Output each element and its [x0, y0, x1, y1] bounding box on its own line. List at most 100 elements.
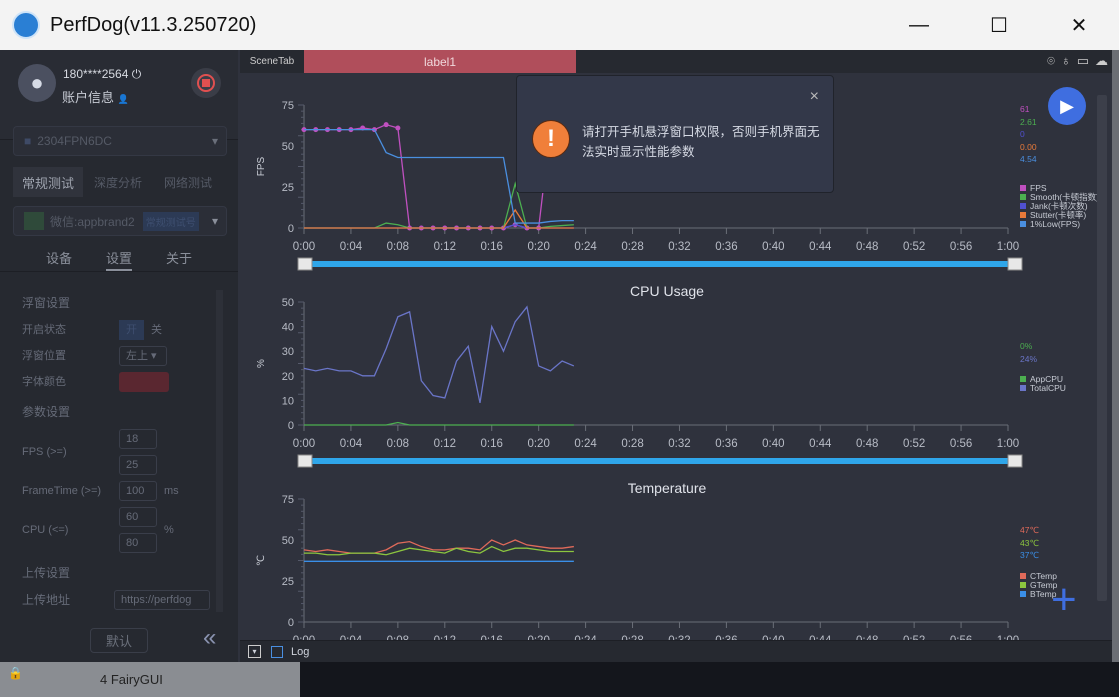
left-panel: ● 180****2564 ⏻ 账户信息 👤 ■ 2304FPN6DC ▾ 常规…	[0, 50, 238, 662]
tab-label1[interactable]: label1	[304, 50, 576, 73]
x-tick-label: 0:56	[950, 438, 972, 450]
location-icon[interactable]: ⌾	[1047, 53, 1055, 68]
permission-popup: ! 请打开手机悬浮窗口权限，否则手机界面无法实时显示性能参数 ×	[516, 75, 834, 193]
x-tick-label: 0:56	[950, 241, 972, 253]
cloud-icon[interactable]: ☁	[1095, 53, 1108, 68]
toggle-on[interactable]: 开	[119, 320, 144, 340]
slider-handle[interactable]	[1007, 257, 1023, 271]
legend-swatch	[1020, 202, 1026, 209]
device-select[interactable]: ■ 2304FPN6DC ▾	[13, 126, 227, 156]
pin-icon[interactable]: ♁	[1060, 53, 1071, 68]
y-tick-label: 75	[282, 494, 294, 506]
log-checkbox[interactable]	[271, 645, 283, 658]
minimize-button[interactable]: —	[909, 13, 929, 36]
legend-swatch	[1020, 193, 1026, 200]
legend-swatch	[1020, 385, 1026, 391]
perfdog-logo-icon	[12, 11, 40, 39]
tab-device[interactable]: 设备	[45, 251, 72, 266]
play-button[interactable]: ▶	[1048, 87, 1086, 125]
data-point	[395, 125, 401, 131]
series-line-totalcpu	[303, 305, 575, 403]
legend-item[interactable]: AppCPU	[1020, 375, 1066, 384]
x-tick-label: 0:44	[809, 635, 832, 640]
slider-handle[interactable]	[297, 257, 313, 271]
settings-scrollbar[interactable]	[216, 290, 223, 612]
position-select[interactable]: 左上 ▾	[119, 346, 167, 366]
avatar[interactable]: ●	[18, 64, 56, 102]
tab-network-test[interactable]: 网络测试	[163, 175, 212, 190]
y-tick-label: 0	[288, 420, 294, 432]
x-tick-label: 0:36	[715, 241, 737, 253]
legend-label: TotalCPU	[1030, 383, 1066, 393]
legend-item[interactable]: FPS	[1020, 183, 1099, 193]
slider-handle[interactable]	[297, 454, 313, 468]
vertical-scrollbar[interactable]	[1097, 95, 1107, 601]
current-value: 2.61	[1020, 116, 1037, 127]
float-settings-heading: 浮窗设置	[22, 296, 71, 310]
lock-icon: 🔒	[8, 666, 23, 680]
bottom-bar: ▾ Log	[240, 640, 1112, 662]
y-axis-label: ℃	[256, 555, 267, 566]
fps-threshold-input-1[interactable]: 18	[119, 429, 157, 449]
legend-swatch	[1020, 572, 1026, 579]
slider-handle[interactable]	[1007, 454, 1023, 468]
x-tick-label: 0:12	[434, 438, 456, 450]
y-tick-label: 75	[282, 100, 294, 112]
power-icon[interactable]: ⏻	[131, 67, 142, 81]
close-button[interactable]: ✕	[1070, 14, 1088, 37]
tab-regular-test[interactable]: 常规测试	[13, 167, 83, 197]
legend-item[interactable]: 1%Low(FPS)	[1020, 219, 1099, 229]
default-button[interactable]: 默认	[90, 628, 148, 653]
stop-record-button[interactable]	[191, 68, 221, 98]
popup-close-button[interactable]: ×	[809, 88, 819, 105]
legend-item[interactable]: Jank(卡顿次数)	[1020, 201, 1099, 211]
upload-settings-heading: 上传设置	[22, 566, 71, 580]
account-info-link[interactable]: 账户信息	[62, 90, 115, 105]
x-tick-label: 0:00	[293, 241, 315, 253]
legend-item[interactable]: Stutter(卡顿率)	[1020, 210, 1099, 220]
series-line-gtemp	[304, 545, 574, 556]
tab-about[interactable]: 关于	[166, 251, 193, 266]
app-select[interactable]: 微信:appbrand2 常规测试号 ▾	[13, 206, 227, 236]
legend-item[interactable]: CTemp	[1020, 570, 1057, 581]
y-tick-label: 10	[282, 395, 294, 407]
title-bar: PerfDog(v11.3.250720) — ☐ ✕	[0, 0, 1119, 50]
legend-label: CTemp	[1030, 570, 1057, 581]
maximize-button[interactable]: ☐	[990, 14, 1008, 37]
frametime-input[interactable]: 100	[119, 481, 157, 501]
y-tick-label: 25	[282, 182, 294, 194]
tab-deep-analysis[interactable]: 深度分析	[93, 175, 142, 190]
x-tick-label: 0:16	[481, 438, 503, 450]
scene-tab-label[interactable]: SceneTab	[249, 56, 295, 67]
legend-item[interactable]: Smooth(卡顿指数)	[1020, 192, 1099, 202]
x-tick-label: 0:20	[527, 438, 549, 450]
taskbar-item[interactable]: 4 FairyGUI	[100, 672, 163, 687]
x-tick-label: 0:48	[856, 241, 878, 253]
toggle-off[interactable]: 关	[151, 324, 162, 336]
font-color-swatch[interactable]	[119, 372, 169, 392]
legend-label: GTemp	[1030, 579, 1058, 590]
app-badge: 常规测试号	[142, 211, 199, 231]
upload-address-input[interactable]: https://perfdog	[114, 590, 210, 610]
x-tick-label: 0:16	[481, 635, 503, 640]
legend-item[interactable]: BTemp	[1020, 589, 1057, 599]
fps-threshold-input-2[interactable]: 25	[119, 455, 157, 475]
legend-item[interactable]: TotalCPU	[1020, 384, 1066, 393]
x-tick-label: 0:52	[903, 438, 925, 450]
chevron-down-icon: ▾	[211, 134, 218, 148]
cpu-threshold-input-2[interactable]: 80	[119, 533, 157, 553]
user-settings-icon[interactable]: 👤	[117, 94, 129, 104]
folder-icon[interactable]: ▭	[1076, 53, 1089, 68]
add-chart-button[interactable]: +	[1051, 575, 1077, 624]
expand-log-button[interactable]: ▾	[248, 645, 261, 658]
tab-settings[interactable]: 设置	[105, 248, 132, 271]
y-axis-label: %	[256, 359, 267, 368]
x-tick-label: 0:28	[621, 241, 643, 253]
cpu-threshold-input-1[interactable]: 60	[119, 507, 157, 527]
time-range-slider[interactable]	[304, 458, 1014, 464]
x-tick-label: 0:08	[387, 241, 409, 253]
frametime-label: FrameTime (>=)	[22, 485, 102, 497]
legend-item[interactable]: GTemp	[1020, 579, 1058, 590]
time-range-slider[interactable]	[304, 261, 1014, 267]
collapse-panel-icon[interactable]: «	[203, 624, 217, 651]
